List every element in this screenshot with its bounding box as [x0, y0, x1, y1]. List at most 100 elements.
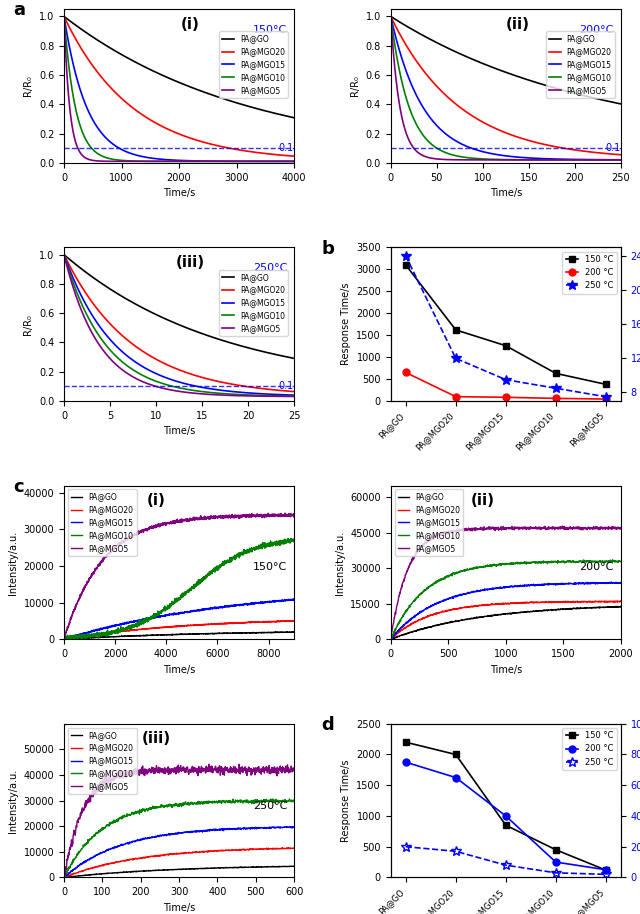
- PA@MGO15: [566, 154, 574, 165]
- PA@GO: [259, 861, 266, 872]
- PA@MGO5: [235, 768, 243, 779]
- PA@MGO15: [410, 85, 418, 96]
- PA@MGO10: [566, 557, 574, 568]
- PA@MGO10: [74, 848, 82, 859]
- PA@MGO10: [284, 156, 291, 167]
- PA@MGO5: [488, 154, 496, 165]
- PA@MGO15: [153, 368, 161, 379]
- PA@MGO10: [167, 600, 175, 611]
- PA@MGO20: [163, 622, 170, 632]
- Text: 0.1: 0.1: [279, 143, 294, 154]
- PA@MGO20: [601, 596, 609, 607]
- PA@MGO15: [158, 611, 166, 622]
- Legend: 150 °C, 200 °C, 250 °C: 150 °C, 200 °C, 250 °C: [563, 251, 616, 293]
- PA@MGO15: [87, 626, 95, 637]
- PA@MGO20: [259, 844, 266, 855]
- PA@MGO5: [244, 390, 252, 401]
- Y-axis label: Response Time/s: Response Time/s: [340, 760, 351, 842]
- PA@MGO15: [488, 583, 496, 594]
- Line: PA@MGO10: PA@MGO10: [390, 16, 621, 160]
- PA@MGO20: [60, 633, 68, 644]
- PA@GO: [84, 268, 92, 279]
- Line: PA@MGO15: PA@MGO15: [64, 255, 294, 395]
- PA@MGO15: [488, 148, 496, 159]
- X-axis label: Time/s: Time/s: [163, 664, 195, 675]
- PA@MGO10: [291, 796, 298, 807]
- 200 °C: [502, 811, 509, 822]
- Y-axis label: R/R₀: R/R₀: [23, 76, 33, 96]
- 250 °C: [452, 353, 460, 364]
- PA@MGO5: [74, 817, 82, 828]
- Line: PA@MGO5: PA@MGO5: [64, 16, 294, 162]
- 200 °C: [552, 393, 559, 404]
- PA@MGO15: [60, 250, 68, 260]
- PA@MGO15: [290, 593, 298, 604]
- PA@GO: [153, 310, 161, 321]
- 200 °C: [602, 865, 610, 876]
- PA@GO: [60, 872, 68, 883]
- Y-axis label: Intensity/a.u.: Intensity/a.u.: [8, 530, 18, 594]
- 200 °C: [452, 772, 460, 783]
- PA@MGO15: [200, 825, 207, 836]
- PA@MGO20: [411, 617, 419, 628]
- PA@MGO5: [290, 156, 298, 167]
- X-axis label: Time/s: Time/s: [490, 664, 522, 675]
- PA@MGO5: [172, 156, 180, 167]
- PA@MGO20: [617, 596, 625, 607]
- PA@GO: [244, 342, 252, 353]
- PA@GO: [60, 633, 68, 644]
- Line: PA@MGO20: PA@MGO20: [64, 848, 294, 877]
- PA@GO: [235, 862, 243, 873]
- PA@GO: [614, 600, 621, 611]
- PA@MGO10: [191, 580, 199, 591]
- PA@MGO15: [410, 611, 418, 622]
- PA@MGO10: [235, 796, 243, 807]
- PA@MGO5: [282, 507, 289, 518]
- PA@GO: [480, 611, 488, 622]
- Text: (i): (i): [147, 494, 166, 508]
- PA@MGO20: [172, 127, 180, 138]
- PA@MGO10: [158, 605, 166, 616]
- PA@MGO5: [60, 871, 68, 882]
- PA@MGO5: [387, 633, 394, 644]
- PA@GO: [387, 11, 394, 22]
- Line: PA@MGO20: PA@MGO20: [64, 621, 294, 639]
- PA@MGO20: [289, 615, 296, 626]
- PA@MGO10: [218, 388, 226, 399]
- 250 °C: [602, 869, 610, 880]
- PA@MGO5: [241, 156, 249, 167]
- Legend: PA@GO, PA@MGO20, PA@MGO15, PA@MGO10, PA@MGO5: PA@GO, PA@MGO20, PA@MGO15, PA@MGO10, PA@…: [220, 31, 288, 98]
- PA@GO: [545, 80, 552, 91]
- PA@MGO5: [60, 11, 68, 22]
- PA@GO: [289, 626, 297, 637]
- PA@MGO20: [566, 596, 574, 607]
- PA@MGO20: [72, 34, 79, 45]
- PA@GO: [172, 76, 180, 87]
- PA@MGO15: [239, 387, 247, 398]
- 250 °C: [552, 867, 559, 878]
- PA@MGO20: [239, 380, 247, 391]
- PA@MGO5: [284, 156, 291, 167]
- PA@GO: [88, 632, 95, 643]
- PA@MGO5: [72, 137, 79, 148]
- PA@MGO15: [235, 823, 243, 834]
- PA@MGO5: [158, 519, 166, 530]
- PA@MGO15: [60, 633, 68, 644]
- PA@MGO5: [191, 515, 199, 526]
- PA@MGO10: [244, 389, 252, 400]
- PA@GO: [60, 11, 68, 22]
- PA@MGO15: [287, 821, 295, 832]
- PA@MGO5: [570, 154, 578, 165]
- PA@MGO5: [284, 156, 291, 167]
- 150 °C: [402, 737, 410, 748]
- PA@MGO5: [60, 633, 68, 644]
- 150 °C: [502, 820, 509, 831]
- PA@MGO15: [566, 578, 574, 589]
- PA@MGO20: [566, 143, 574, 154]
- PA@MGO20: [84, 290, 92, 301]
- PA@GO: [388, 633, 396, 644]
- Line: PA@MGO10: PA@MGO10: [64, 255, 294, 396]
- PA@MGO15: [545, 579, 552, 590]
- PA@MGO5: [153, 381, 161, 392]
- PA@MGO5: [207, 761, 214, 772]
